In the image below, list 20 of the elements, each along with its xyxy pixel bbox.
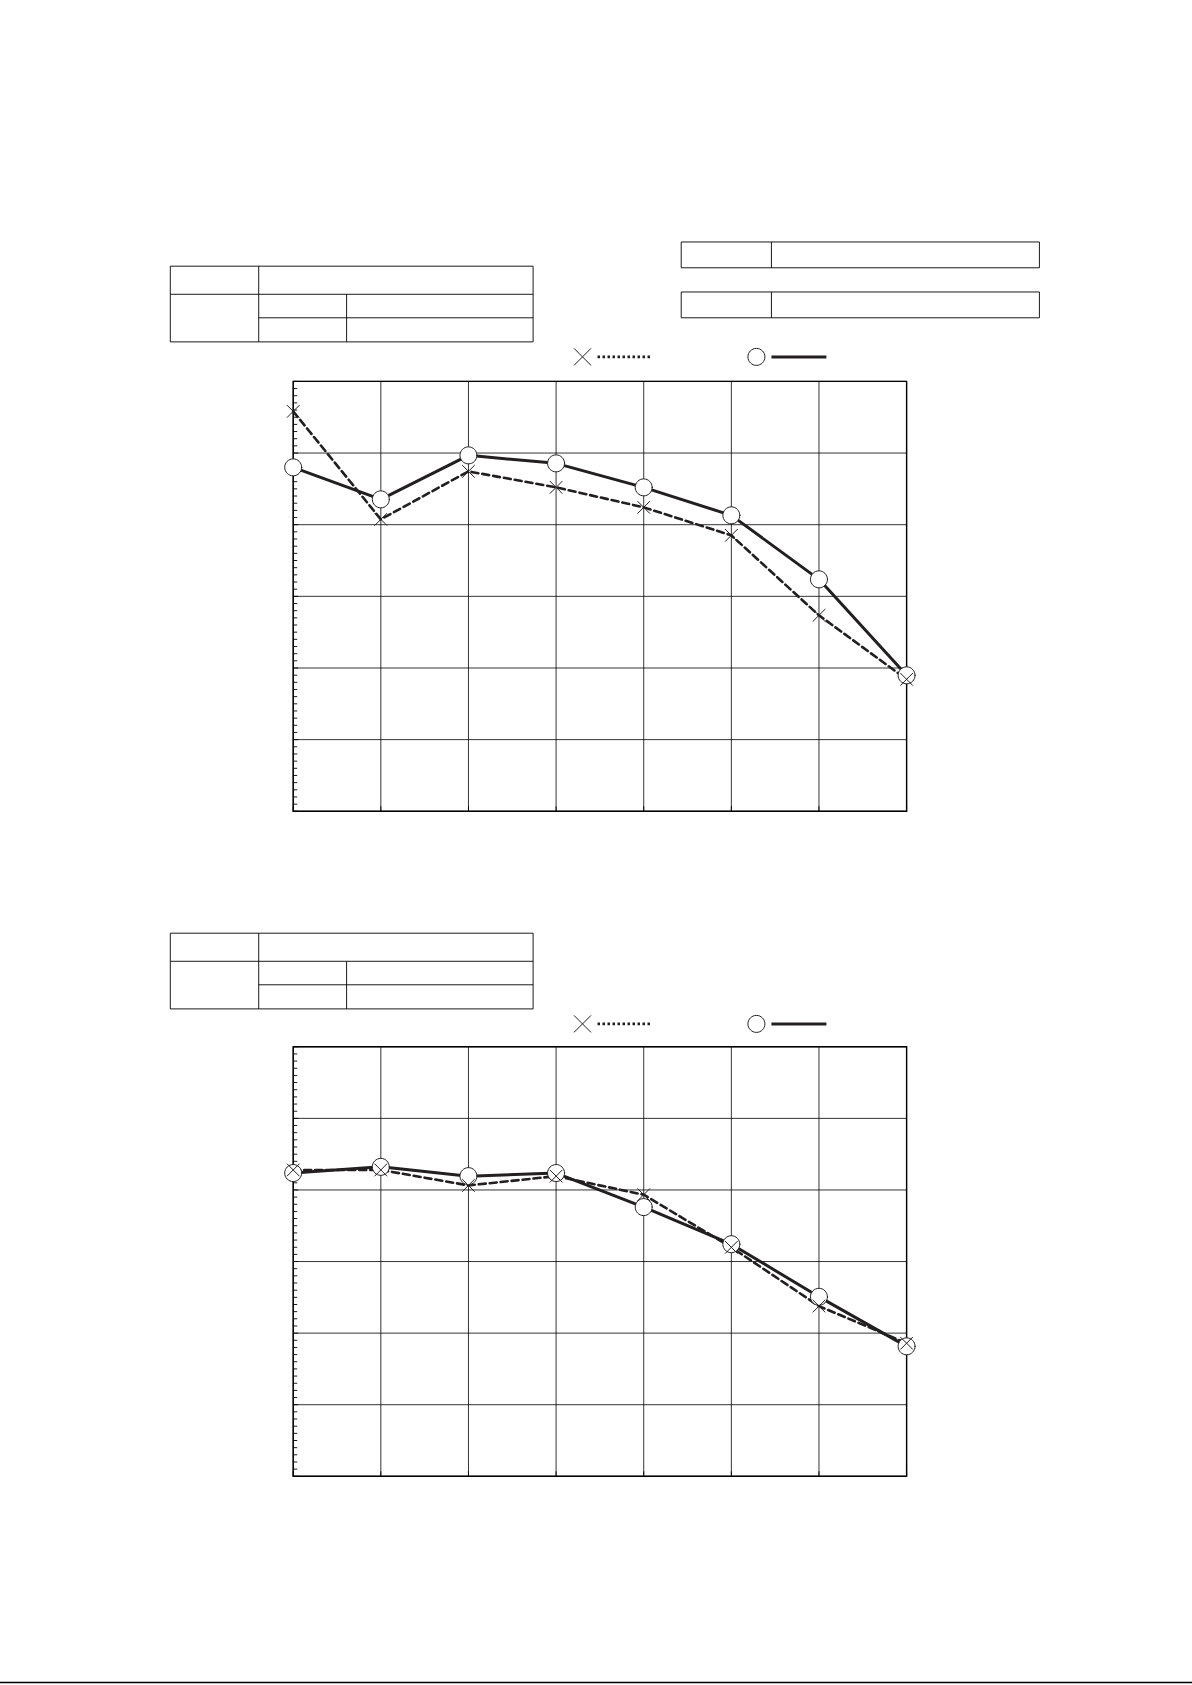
point: [724, 528, 738, 542]
point: [459, 1167, 478, 1186]
point: [812, 1299, 826, 1313]
point: [284, 458, 303, 477]
point: [461, 464, 475, 478]
point: [809, 1287, 828, 1306]
point: [286, 404, 300, 418]
point: [547, 454, 566, 473]
point: [371, 490, 390, 509]
point: [374, 512, 388, 526]
point: [459, 446, 478, 465]
point: [461, 1178, 475, 1192]
point: [722, 506, 741, 525]
point: [549, 480, 563, 494]
point: [637, 1188, 651, 1202]
point: [809, 570, 828, 589]
point: [634, 478, 653, 497]
point: [637, 500, 651, 514]
point: [634, 1198, 653, 1217]
point: [812, 608, 826, 622]
